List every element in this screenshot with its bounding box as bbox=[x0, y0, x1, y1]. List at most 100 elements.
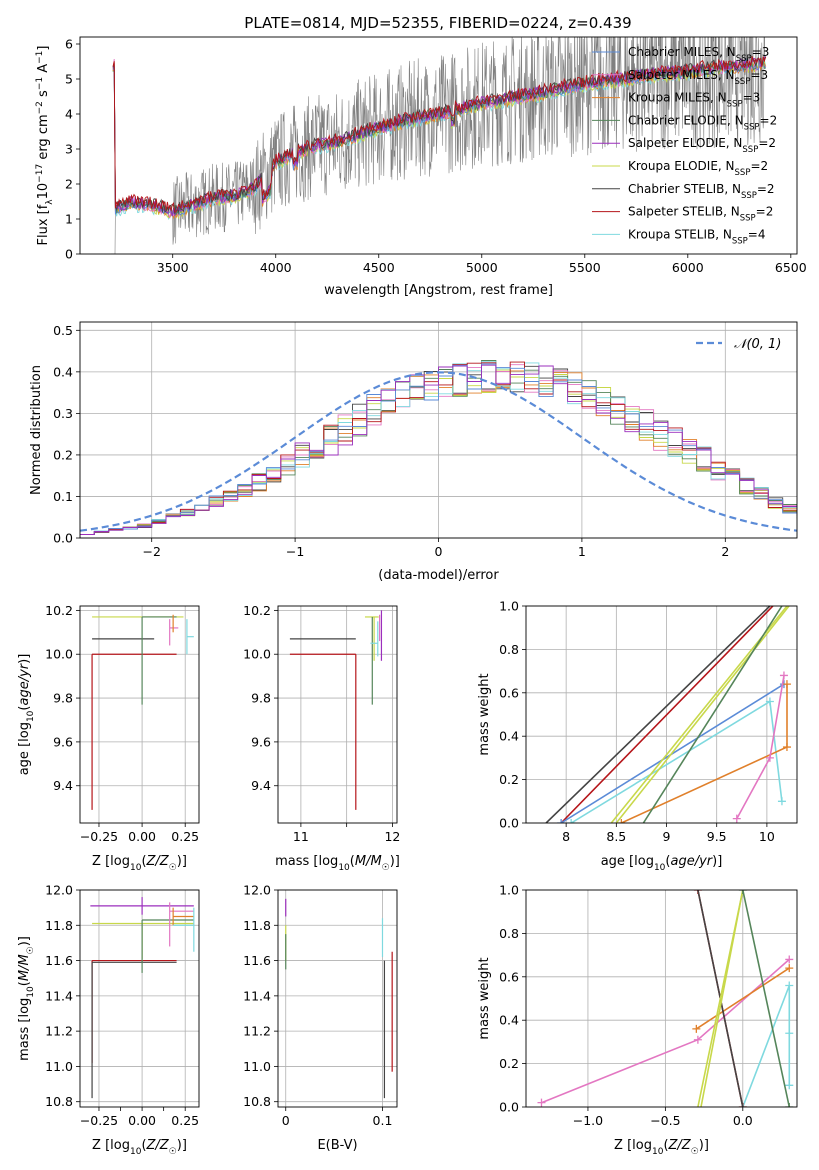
x-axis-label: mass [log10(M/M☉)] bbox=[275, 854, 400, 873]
legend-suffix: =3 bbox=[743, 91, 761, 105]
y-tick-label: 11.0 bbox=[45, 1059, 73, 1074]
y-tick-label: 0.1 bbox=[53, 489, 73, 504]
y-tick-label: 11.8 bbox=[243, 918, 271, 933]
y-tick-label: 0.2 bbox=[499, 1056, 519, 1071]
mass-vs-extinction-plot: 0 0.1 10.8 11.0 11.2 11.4 11.6 11.8 12.0 E(B-V) bbox=[243, 883, 398, 1153]
y-tick-label: 3 bbox=[65, 142, 73, 157]
y-axis-label: mass weight bbox=[477, 957, 492, 1039]
x-axis-label-part: ☉ bbox=[691, 1147, 699, 1157]
x-axis-label: wavelength [Angstrom, rest frame] bbox=[324, 283, 553, 298]
legend-subscript: SSP bbox=[727, 100, 743, 110]
plot-area bbox=[90, 897, 195, 1099]
x-tick-label: 3500 bbox=[157, 260, 189, 275]
y-axis-label-part: s bbox=[36, 90, 51, 101]
x-axis-label-part: E(B-V) bbox=[317, 1138, 357, 1153]
y-tick-label: 0.6 bbox=[499, 969, 519, 984]
y-axis-label-part: ( bbox=[17, 706, 32, 711]
plus-marker bbox=[777, 797, 786, 806]
x-tick-label: 0.1 bbox=[373, 1113, 393, 1128]
y-axis-label: age [log10(age/yr)] bbox=[17, 654, 36, 776]
x-axis-label-part: ( bbox=[141, 854, 146, 869]
plus-marker bbox=[785, 1029, 794, 1038]
x-tick-label: −0.25 bbox=[80, 1113, 118, 1128]
y-axis-label-part: )] bbox=[17, 654, 32, 664]
spectrum-plot: 3500 4000 4500 5000 5500 6000 6500 0 1 2 3 4 5 6 wavel… bbox=[35, 36, 807, 299]
plus-marker bbox=[785, 955, 794, 964]
legend-text: Chabrier MILES, N bbox=[628, 45, 736, 59]
x-tick-label: 8.5 bbox=[606, 829, 626, 844]
x-tick-label: 0 bbox=[435, 544, 443, 559]
age-vs-mass-plot: 11 12 9.4 9.6 9.8 10.0 10.2 mass [log10(M/M☉)] bbox=[243, 603, 400, 873]
y-axis-label-part: erg cm bbox=[36, 114, 51, 163]
y-tick-label: 10.8 bbox=[45, 1094, 73, 1109]
plus-marker bbox=[692, 1024, 701, 1033]
plot-area bbox=[91, 614, 194, 810]
x-axis-label: Z [log10(Z/Z☉)] bbox=[614, 1138, 709, 1157]
legend-entry: Chabrier MILES, NSSP=3 bbox=[628, 45, 769, 64]
y-axis-label: mass weight bbox=[477, 673, 492, 755]
y-tick-label: 10.0 bbox=[45, 647, 73, 662]
y-tick-label: 0.0 bbox=[53, 531, 73, 546]
legend-text: Kroupa ELODIE, N bbox=[628, 159, 735, 173]
plus-marker bbox=[785, 964, 794, 973]
y-tick-label: 2 bbox=[65, 177, 73, 192]
x-axis-label-part: age [log bbox=[601, 854, 654, 869]
weight-series bbox=[692, 964, 794, 1033]
y-tick-label: 6 bbox=[65, 37, 73, 52]
y-axis-label-part: −1 bbox=[35, 77, 45, 90]
plus-marker bbox=[557, 819, 566, 823]
legend-text: Salpeter STELIB, N bbox=[628, 205, 740, 219]
legend-text: Kroupa MILES, N bbox=[628, 91, 727, 105]
y-axis-label-part: ☉ bbox=[26, 946, 36, 954]
legend-subscript: SSP bbox=[735, 168, 751, 178]
x-tick-label: 4500 bbox=[363, 260, 395, 275]
plus-marker bbox=[782, 743, 791, 752]
error-bar-point bbox=[169, 619, 179, 646]
plus-marker bbox=[693, 1035, 702, 1044]
x-axis-label-part: Z/Z bbox=[146, 854, 170, 869]
legend-suffix: =2 bbox=[760, 113, 778, 127]
plus-marker bbox=[732, 814, 741, 823]
x-tick-label: 4000 bbox=[260, 260, 292, 275]
legend-text: Chabrier STELIB, N bbox=[628, 182, 741, 196]
x-tick-label: 2 bbox=[721, 544, 729, 559]
x-axis-label-part: ( bbox=[665, 854, 670, 869]
y-tick-label: 11.2 bbox=[243, 1024, 271, 1039]
x-axis-label-part: 10 bbox=[654, 863, 666, 873]
weight-line bbox=[695, 967, 790, 1030]
weight-line bbox=[742, 985, 791, 1107]
plus-marker bbox=[567, 819, 576, 823]
axes-frame bbox=[79, 36, 798, 255]
axes-frame bbox=[79, 605, 200, 824]
y-tick-label: 0.0 bbox=[499, 816, 519, 831]
y-tick-label: 0.4 bbox=[53, 364, 73, 379]
weight-line bbox=[642, 606, 783, 823]
y-tick-label: 10.8 bbox=[243, 1094, 271, 1109]
x-axis-label-part: Z/Z bbox=[668, 1138, 692, 1153]
x-axis-label: Z [log10(Z/Z☉)] bbox=[92, 1138, 187, 1157]
axes-frame bbox=[277, 889, 398, 1108]
age-vs-metallicity-plot: −0.25 0.00 0.259.49.69.810.010.2Z [log10(Z… bbox=[17, 603, 200, 873]
x-tick-label: 1 bbox=[578, 544, 586, 559]
weight-series bbox=[560, 606, 774, 823]
weight-line bbox=[570, 700, 783, 823]
legend-suffix: =2 bbox=[757, 182, 775, 196]
y-axis-label-part: 10 bbox=[26, 710, 36, 722]
y-tick-label: 9.6 bbox=[251, 734, 271, 749]
x-tick-label: 8 bbox=[562, 829, 570, 844]
legend-text: Salpeter MILES, N bbox=[628, 68, 735, 82]
y-tick-label: 0.3 bbox=[53, 406, 73, 421]
y-tick-label: 5 bbox=[65, 72, 73, 87]
y-tick-label: 0.8 bbox=[499, 926, 519, 941]
plus-marker bbox=[785, 981, 794, 990]
axes-frame bbox=[79, 889, 200, 1108]
normal-reference-curve bbox=[80, 371, 797, 532]
y-tick-label: 11.2 bbox=[45, 1024, 73, 1039]
plus-marker bbox=[782, 680, 791, 689]
x-axis-label-part: Z [log bbox=[92, 1138, 130, 1153]
plus-marker bbox=[537, 1098, 546, 1107]
x-axis-label-part: Z/Z bbox=[146, 1138, 170, 1153]
y-tick-label: 9.4 bbox=[251, 778, 271, 793]
y-tick-label: 10.2 bbox=[243, 603, 271, 618]
